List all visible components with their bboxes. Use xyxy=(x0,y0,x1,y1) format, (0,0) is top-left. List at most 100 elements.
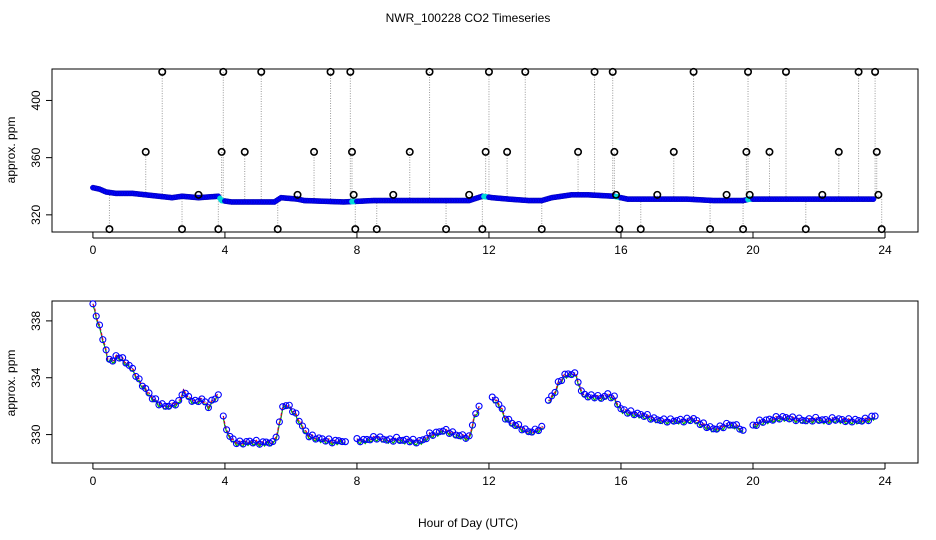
top-ytick-label: 400 xyxy=(29,90,43,110)
outlier-point xyxy=(689,67,698,76)
outlier-point xyxy=(217,147,226,156)
outlier-point xyxy=(158,67,167,76)
data-point xyxy=(275,418,283,426)
outlier-point xyxy=(834,147,843,156)
data-point xyxy=(501,415,510,423)
data-point xyxy=(142,385,150,393)
data-point xyxy=(617,405,625,413)
smooth-line xyxy=(548,373,744,433)
data-point xyxy=(219,412,227,420)
data-point xyxy=(864,417,873,425)
data-point xyxy=(492,396,500,404)
mean-line xyxy=(92,303,219,409)
data-point xyxy=(531,425,539,433)
data-point xyxy=(109,357,117,365)
outlier-point xyxy=(240,147,249,156)
outlier-point xyxy=(765,147,774,156)
outlier-point xyxy=(872,147,881,156)
data-point xyxy=(855,416,863,425)
data-point xyxy=(455,432,463,440)
outlier-point xyxy=(465,190,474,199)
data-point xyxy=(723,419,731,427)
data-point xyxy=(475,402,483,410)
data-point xyxy=(435,428,444,436)
data-point xyxy=(242,438,250,446)
data-point xyxy=(289,408,297,416)
data-point xyxy=(295,417,303,425)
bottom-xtick-label: 4 xyxy=(222,474,229,488)
data-point xyxy=(868,412,876,420)
top-xtick-label: 12 xyxy=(482,243,496,257)
data-point xyxy=(335,437,343,445)
outlier-point xyxy=(326,67,335,76)
bottom-xtick-label: 20 xyxy=(746,474,760,488)
data-point xyxy=(630,411,638,419)
top-xtick-label: 16 xyxy=(614,243,628,257)
outlier-point xyxy=(636,225,645,234)
data-point xyxy=(208,396,216,404)
data-point xyxy=(871,412,879,420)
data-point xyxy=(815,416,823,424)
data-point xyxy=(128,364,137,372)
outlier-point xyxy=(141,147,150,156)
bottom-ytick-label: 338 xyxy=(29,311,43,331)
data-point xyxy=(359,435,368,443)
outlier-point xyxy=(590,67,599,76)
data-point xyxy=(779,413,787,421)
outlier-point xyxy=(574,147,583,156)
data-point xyxy=(558,377,566,385)
data-point xyxy=(851,415,859,423)
outlier-point xyxy=(818,190,827,199)
ylabel-top: approx. ppm xyxy=(4,117,18,184)
data-point xyxy=(703,424,711,432)
bottom-xtick-label: 12 xyxy=(482,474,496,488)
data-point xyxy=(282,402,290,410)
data-point xyxy=(699,419,708,427)
bottom-xtick-label: 8 xyxy=(354,474,361,488)
data-point xyxy=(396,436,404,444)
data-point xyxy=(498,405,506,413)
data-point xyxy=(178,391,186,399)
data-point xyxy=(673,416,681,425)
data-point xyxy=(696,421,704,429)
data-point xyxy=(148,395,156,403)
data-point xyxy=(452,431,460,439)
data-point xyxy=(445,429,453,437)
outlier-point xyxy=(347,147,356,156)
outlier-point xyxy=(310,147,319,156)
data-point xyxy=(736,425,744,433)
outlier-point xyxy=(178,225,187,234)
data-point xyxy=(298,422,307,430)
x-axis-top: 0 4 8 12 16 20 24 xyxy=(90,232,892,257)
bottom-ytick-label: 334 xyxy=(29,367,43,387)
outlier-point xyxy=(653,190,662,199)
data-point xyxy=(422,435,430,443)
data-point xyxy=(214,391,222,399)
data-point xyxy=(571,369,579,377)
data-point xyxy=(670,417,678,425)
data-point xyxy=(657,416,665,425)
data-point xyxy=(729,421,737,429)
data-point xyxy=(752,421,760,430)
data-point xyxy=(515,421,523,429)
outlier-point xyxy=(610,147,619,156)
data-point xyxy=(432,428,440,436)
data-point xyxy=(315,434,323,442)
outlier-point xyxy=(351,225,360,234)
data-point xyxy=(544,396,552,404)
data-point xyxy=(518,426,526,434)
data-point xyxy=(551,388,559,397)
x-axis-bottom: 0 4 8 12 16 20 24 xyxy=(90,463,892,488)
data-point xyxy=(265,439,274,447)
data-point xyxy=(204,404,212,412)
outlier-point xyxy=(214,225,223,234)
data-point xyxy=(155,401,163,409)
baseline-series-top xyxy=(90,184,877,205)
outlier-point xyxy=(781,67,790,76)
outlier-point xyxy=(745,190,754,199)
outlier-point xyxy=(612,190,621,199)
data-point xyxy=(765,415,774,423)
data-point xyxy=(719,424,727,432)
bottom-xtick-label: 16 xyxy=(614,474,628,488)
bottom-xtick-label: 24 xyxy=(878,474,892,488)
